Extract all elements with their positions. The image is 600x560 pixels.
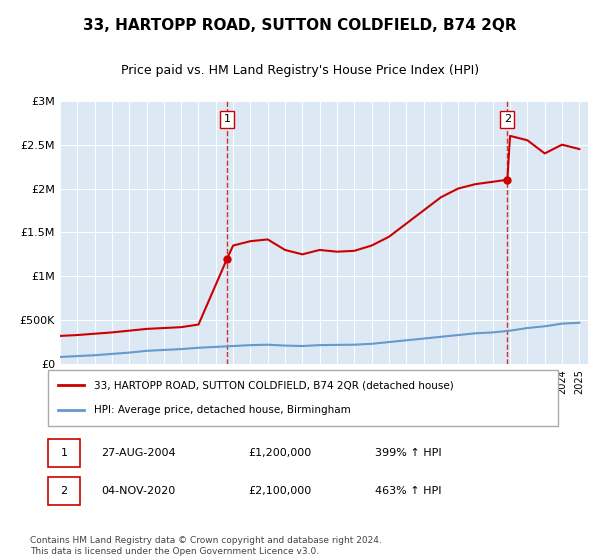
Text: 399% ↑ HPI: 399% ↑ HPI bbox=[376, 448, 442, 458]
Text: 27-AUG-2004: 27-AUG-2004 bbox=[101, 448, 175, 458]
Text: Price paid vs. HM Land Registry's House Price Index (HPI): Price paid vs. HM Land Registry's House … bbox=[121, 64, 479, 77]
FancyBboxPatch shape bbox=[48, 439, 80, 468]
Text: £2,100,000: £2,100,000 bbox=[248, 486, 312, 496]
Text: 2: 2 bbox=[504, 114, 511, 124]
FancyBboxPatch shape bbox=[48, 370, 558, 426]
Text: HPI: Average price, detached house, Birmingham: HPI: Average price, detached house, Birm… bbox=[94, 405, 350, 415]
Text: £1,200,000: £1,200,000 bbox=[248, 448, 312, 458]
Text: 463% ↑ HPI: 463% ↑ HPI bbox=[376, 486, 442, 496]
Text: 04-NOV-2020: 04-NOV-2020 bbox=[101, 486, 175, 496]
FancyBboxPatch shape bbox=[48, 477, 80, 506]
Text: 33, HARTOPP ROAD, SUTTON COLDFIELD, B74 2QR (detached house): 33, HARTOPP ROAD, SUTTON COLDFIELD, B74 … bbox=[94, 380, 454, 390]
Text: Contains HM Land Registry data © Crown copyright and database right 2024.
This d: Contains HM Land Registry data © Crown c… bbox=[30, 536, 382, 556]
Text: 2: 2 bbox=[60, 486, 67, 496]
Text: 1: 1 bbox=[61, 448, 67, 458]
Text: 1: 1 bbox=[224, 114, 230, 124]
Text: 33, HARTOPP ROAD, SUTTON COLDFIELD, B74 2QR: 33, HARTOPP ROAD, SUTTON COLDFIELD, B74 … bbox=[83, 18, 517, 32]
